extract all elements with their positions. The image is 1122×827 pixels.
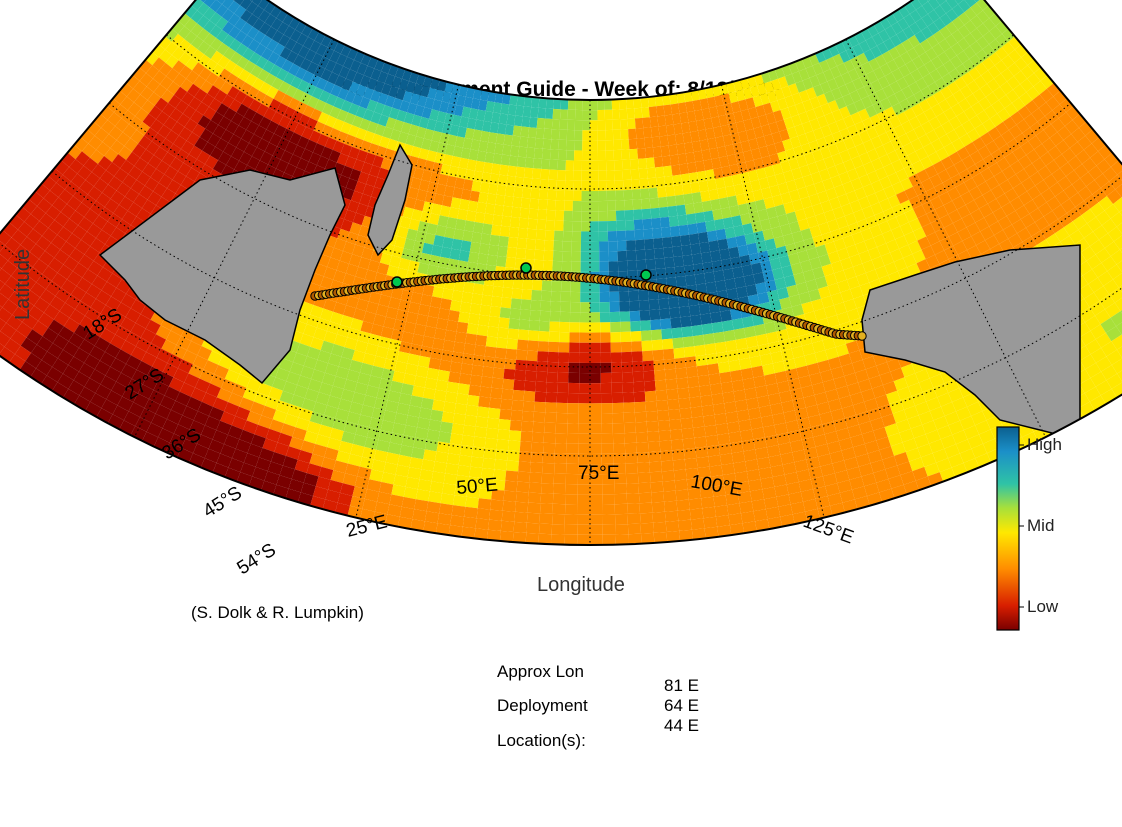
- lon-tick-75e: 75°E: [578, 463, 619, 484]
- colorbar-low-label: Low: [1027, 597, 1059, 616]
- ocean-field: [0, 0, 1122, 545]
- colorbar-high-label: High: [1027, 435, 1062, 454]
- lon-tick-50e: 50°E: [456, 474, 499, 499]
- deployment-marker: [391, 276, 403, 288]
- deployment-lon-3: 44 E: [664, 716, 699, 735]
- deployment-marker: [520, 262, 532, 274]
- approx-lon-label: Approx Lon: [497, 662, 584, 681]
- credit-text: (S. Dolk & R. Lumpkin): [191, 603, 364, 622]
- deployment-lon-2: 64 E: [664, 696, 699, 715]
- deployment-lon-1: 81 E: [664, 676, 699, 695]
- deployment-label: Deployment: [497, 696, 588, 715]
- map-frame: [0, 0, 1122, 547]
- australia-landmass: [861, 244, 1081, 441]
- track-point: [857, 331, 867, 341]
- locations-label: Location(s):: [497, 731, 586, 750]
- land-masses: [98, 143, 1081, 441]
- lat-tick-54s: 54°S: [234, 539, 280, 579]
- colorbar-mid-label: Mid: [1027, 516, 1055, 535]
- ship-track: [310, 262, 867, 341]
- madagascar-landmass: [367, 143, 413, 257]
- colorbar-gradient: [996, 426, 1020, 631]
- colorbar: [996, 426, 1024, 631]
- y-axis-label: Latitude: [12, 248, 34, 320]
- deployment-marker: [640, 269, 652, 281]
- lat-tick-45s: 45°S: [200, 482, 246, 522]
- x-axis-label: Longitude: [537, 574, 625, 596]
- africa-landmass: [98, 167, 346, 385]
